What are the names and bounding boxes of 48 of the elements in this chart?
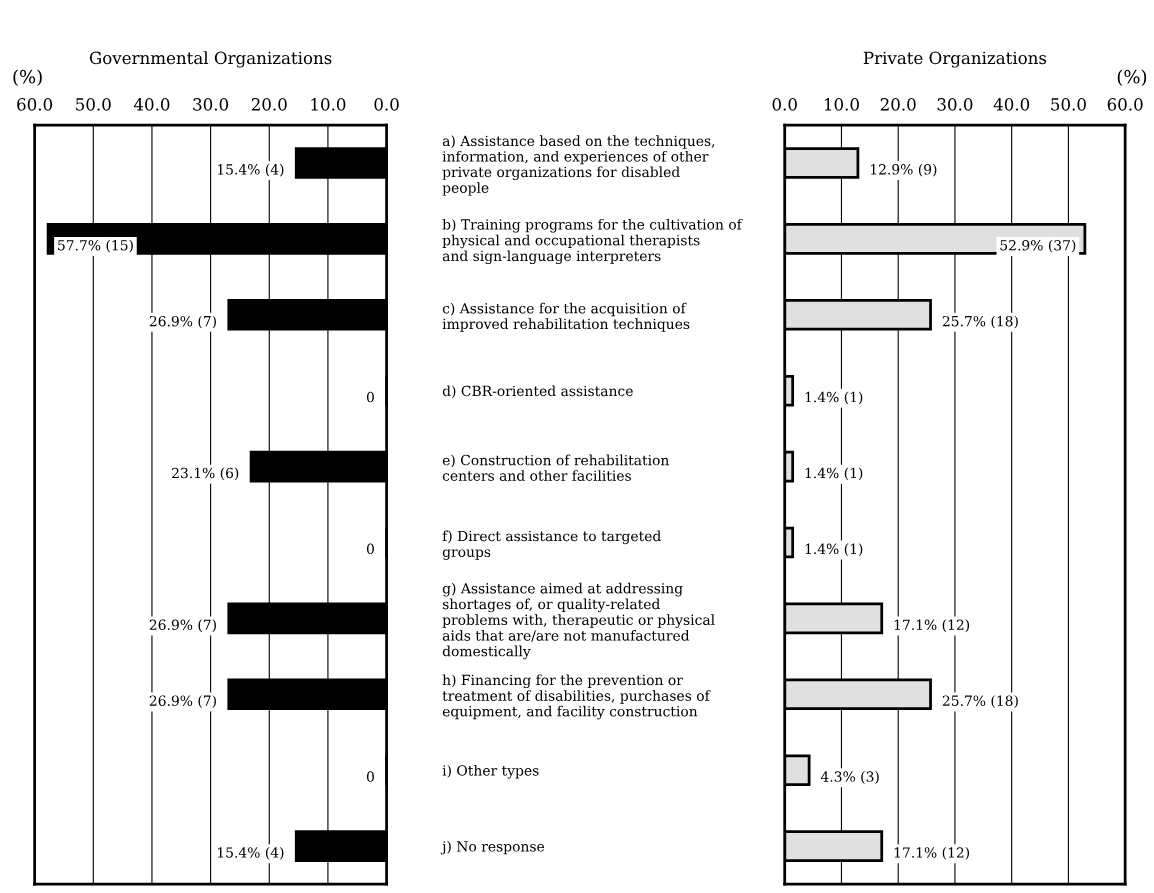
y-tick-label: e) Construction of rehabilitation centers and other facilities	[442, 454, 669, 481]
x-tick-label: 50.0	[1051, 98, 1086, 111]
x-tick-label: 10.0	[311, 98, 346, 111]
data-label: 52.9% (37)	[1000, 239, 1076, 253]
y-tick-label: f) Direct assistance to targeted groups	[442, 530, 661, 560]
y-tick-label: j) No response	[440, 840, 545, 855]
data-label: 4.3% (3)	[820, 771, 879, 784]
data-label: 15.4% (4)	[218, 846, 284, 860]
data-label: 0	[366, 771, 374, 782]
data-label: 17.1% (12)	[894, 619, 970, 632]
x-tick-label: 20.0	[880, 98, 916, 111]
x-tick-label: 30.0	[937, 98, 973, 111]
data-label: 25.7% (18)	[942, 315, 1018, 329]
x-axis-title: (%)	[1117, 69, 1147, 87]
x-tick-label: 60.0	[1107, 98, 1143, 111]
data-label: 17.1% (12)	[894, 846, 970, 860]
data-label: 1.4% (1)	[805, 543, 863, 557]
y-tick-label: i) Other types	[442, 764, 539, 779]
data-label: 26.9% (7)	[149, 315, 216, 329]
y-tick-label: h) Financing for the prevention or treatment of disabilities, purchases of equipment, and facility construction	[442, 674, 711, 720]
y-tick-label: a) Assistance based on the techniques, information, and experiences of other private organizations for disabled people	[442, 135, 715, 196]
x-tick-label: 50.0	[76, 98, 111, 111]
data-label: 15.4% (4)	[218, 163, 284, 177]
x-tick-label: 0.0	[374, 98, 399, 111]
data-label: 26.9% (7)	[149, 619, 216, 632]
x-axis-title: (%)	[13, 69, 42, 87]
x-tick-label: 60.0	[17, 98, 53, 111]
x-tick-label: 30.0	[193, 98, 229, 111]
data-label: 0	[366, 543, 374, 555]
data-label: 23.1% (6)	[172, 467, 239, 481]
y-tick-label: d) CBR-oriented assistance	[442, 385, 633, 399]
y-tick-label: g) Assistance aimed at addressing shortages of, or quality-related problems with, therapeutic or physical aids that are/are not manufactured domestically	[442, 582, 715, 660]
data-label: 26.9% (7)	[149, 695, 216, 708]
chart-title: Private Organizations	[863, 51, 1047, 68]
data-label: 1.4% (1)	[805, 391, 863, 405]
data-label: 25.7% (18)	[942, 695, 1018, 708]
y-tick-label: b) Training programs for the cultivation of physical and occupational therapists and sign-language interpreters	[442, 218, 743, 265]
data-label: 12.9% (9)	[870, 163, 937, 177]
x-tick-label: 40.0	[133, 98, 170, 111]
chart-title: Governmental Organizations	[89, 51, 332, 68]
x-tick-label: 40.0	[993, 98, 1030, 111]
x-tick-label: 20.0	[251, 98, 287, 111]
x-tick-label: 10.0	[824, 98, 859, 111]
x-tick-label: 0.0	[772, 98, 797, 111]
data-label: 0	[366, 391, 374, 403]
data-label: 1.4% (1)	[805, 467, 863, 481]
data-label: 57.7% (15)	[58, 239, 133, 253]
y-tick-label: c) Assistance for the acquisition of improved rehabilitation techniques	[442, 302, 690, 332]
